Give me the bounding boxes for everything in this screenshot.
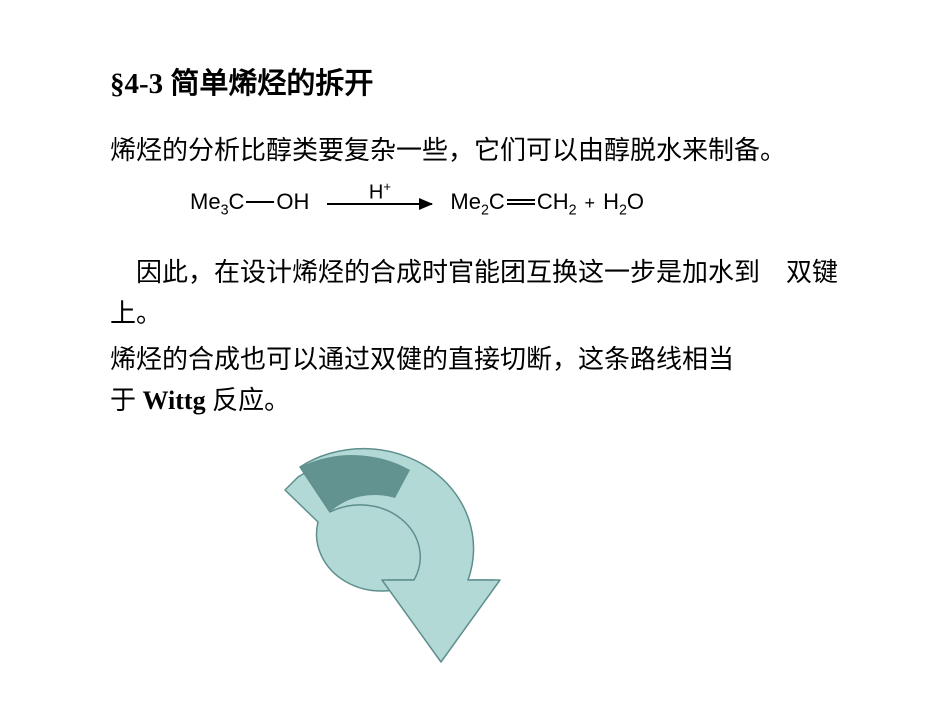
reaction-arrow: H+ xyxy=(327,203,432,205)
product-2: H2O xyxy=(603,189,644,218)
paragraph-2: 因此，在设计烯烃的合成时官能团互换这一步是加水到 双键上。 xyxy=(110,252,840,335)
paragraph-1: 烯烃的分析比醇类要复杂一些，它们可以由醇脱水来制备。 xyxy=(110,130,840,172)
reactant: Me3COH xyxy=(190,189,309,218)
wittig-label: Wittg xyxy=(143,386,206,415)
paragraph-3: 烯烃的合成也可以通过双健的直接切断，这条路线相当 于 Wittg 反应。 xyxy=(110,339,840,422)
product-1: Me2CCH2 xyxy=(450,189,576,218)
section-title: §4-3 简单烯烃的拆开 xyxy=(110,60,840,102)
curved-arrow-icon xyxy=(230,430,550,710)
chemical-reaction: Me3COH H+ Me2CCH2 + H2O xyxy=(190,180,840,228)
double-bond-icon xyxy=(507,199,535,205)
plus-sign: + xyxy=(585,193,596,214)
single-bond-icon xyxy=(246,201,274,203)
reaction-condition: H+ xyxy=(369,179,391,205)
